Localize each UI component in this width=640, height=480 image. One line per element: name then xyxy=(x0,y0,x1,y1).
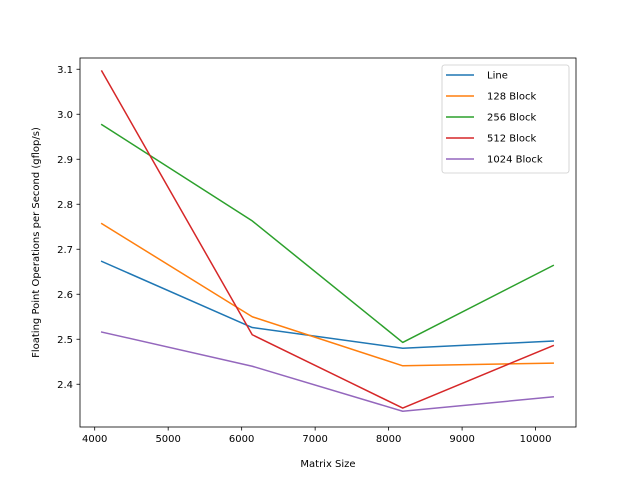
x-tick-label: 8000 xyxy=(376,434,401,445)
x-tick-label: 6000 xyxy=(229,434,254,445)
plot-frame xyxy=(79,57,577,428)
x-axis-ticks: 4000 5000 6000 7000 8000 9000 10000 xyxy=(82,427,552,445)
legend-label-1: 128 Block xyxy=(487,92,537,103)
series-line-2 xyxy=(100,123,555,344)
y-tick-label: 2.4 xyxy=(57,380,73,391)
series-line-1 xyxy=(100,222,554,367)
series-line-3 xyxy=(100,70,555,409)
x-tick-label: 10000 xyxy=(520,434,552,445)
x-axis-label: Matrix Size xyxy=(300,459,355,470)
y-axis-label: Floating Point Operations per Second (gf… xyxy=(31,127,42,358)
legend-frame xyxy=(441,64,570,174)
x-tick-label: 7000 xyxy=(302,434,327,445)
x-tick-label: 5000 xyxy=(155,434,180,445)
legend: Line 128 Block 256 Block 512 Block 1024 Bloc… xyxy=(441,64,570,174)
y-tick-label: 2.7 xyxy=(57,245,73,256)
x-tick-label: 9000 xyxy=(449,434,474,445)
series-layer xyxy=(100,70,555,412)
legend-label-0: Line xyxy=(487,71,508,82)
y-tick-label: 2.8 xyxy=(57,200,73,211)
legend-label-2: 256 Block xyxy=(487,113,537,124)
x-tick-label: 4000 xyxy=(82,434,107,445)
y-tick-label: 3.1 xyxy=(57,65,73,76)
y-tick-label: 2.5 xyxy=(57,335,73,346)
y-tick-label: 2.9 xyxy=(57,155,73,166)
y-tick-label: 2.6 xyxy=(57,290,73,301)
legend-label-3: 512 Block xyxy=(487,134,537,145)
legend-label-4: 1024 Block xyxy=(487,155,543,166)
series-line-4 xyxy=(100,331,555,412)
y-tick-label: 3.0 xyxy=(57,110,73,121)
y-axis-ticks: 2.4 2.5 2.6 2.7 2.8 2.9 3.0 3.1 xyxy=(57,65,80,391)
series-line-0 xyxy=(100,260,555,349)
